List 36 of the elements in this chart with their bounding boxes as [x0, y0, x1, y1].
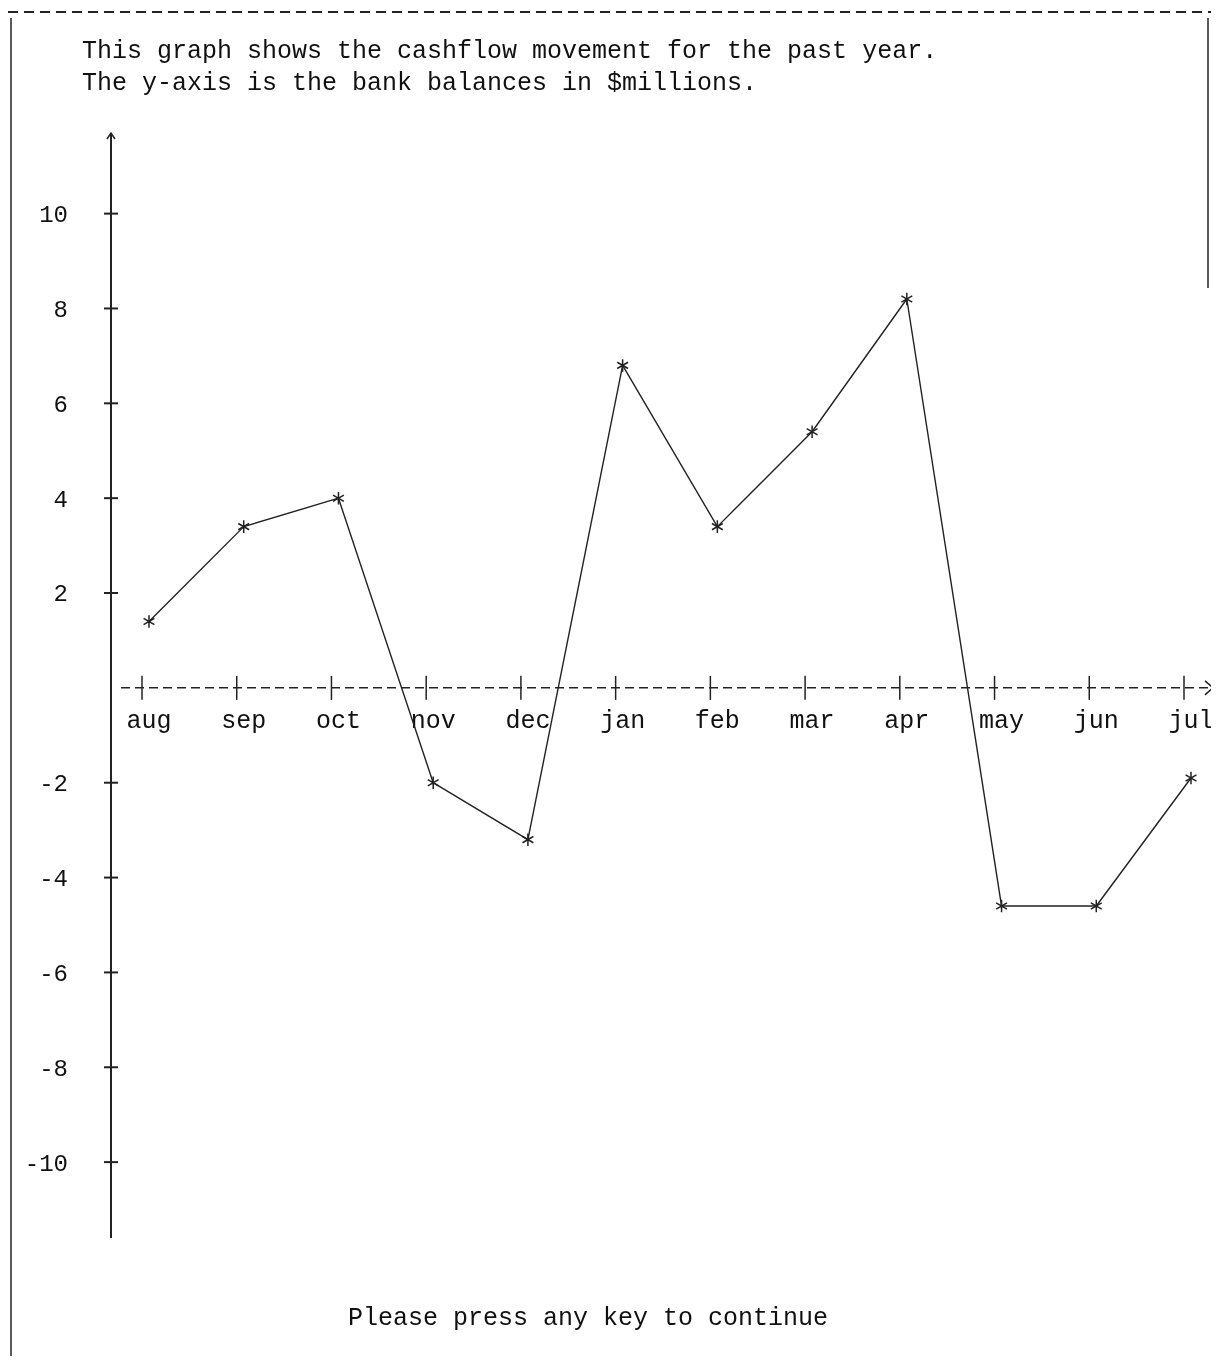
y-tick-label: -10 — [24, 1150, 68, 1178]
x-tick-label: nov — [410, 706, 456, 736]
point — [616, 358, 629, 373]
x-tick-label: mar — [789, 706, 835, 736]
x-tick-label: jan — [600, 706, 646, 736]
point — [805, 424, 819, 439]
text: Please press any key to continue — [347, 1304, 829, 1333]
x-tick-label: apr — [884, 706, 930, 736]
x-tick-label: jun — [1073, 706, 1119, 736]
point — [521, 832, 535, 847]
y-tick-label: -2 — [39, 771, 68, 799]
y-tick-label: -6 — [39, 960, 68, 988]
chart-subtitle: The y-axis is the bank balances in $millions. — [82, 69, 758, 98]
chart-title: This graph shows the cashflow movement for the past year. — [82, 37, 938, 66]
point — [237, 519, 250, 534]
x-tick-label: oct — [315, 706, 361, 736]
point — [711, 519, 724, 534]
y-tick-label: 6 — [53, 391, 68, 419]
y-tick-label: -8 — [39, 1055, 68, 1083]
point — [427, 775, 440, 790]
point — [1090, 899, 1103, 914]
y-tick-label: 8 — [53, 296, 68, 324]
x-tick-label: dec — [505, 706, 551, 736]
y-tick-label: -4 — [39, 865, 68, 893]
point — [142, 614, 156, 629]
point — [1184, 770, 1198, 785]
point — [900, 291, 913, 306]
x-tick-label: aug — [126, 706, 172, 736]
x-tick-label: feb — [694, 706, 740, 736]
point — [332, 491, 345, 506]
x-tick-label: sep — [221, 706, 267, 736]
point — [995, 899, 1008, 914]
y-tick-label: 10 — [39, 202, 68, 230]
y-tick-label: 4 — [53, 486, 68, 514]
y-tick-label: 2 — [53, 581, 68, 609]
x-tick-label: may — [979, 706, 1025, 736]
